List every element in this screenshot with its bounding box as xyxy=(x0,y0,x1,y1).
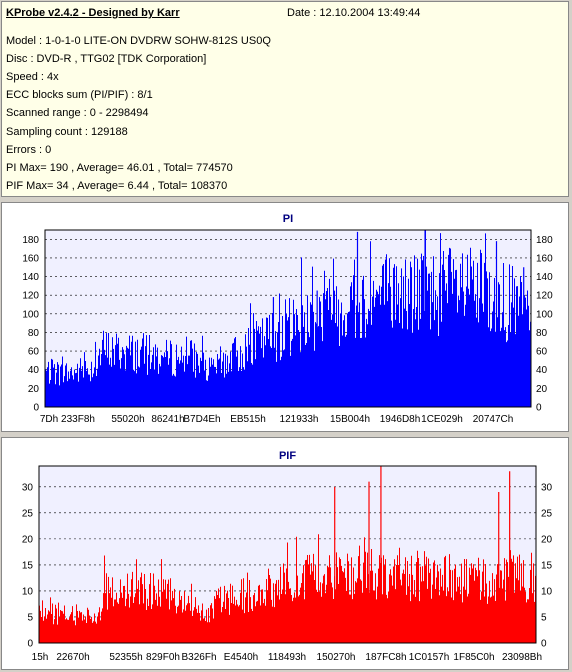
x-tick-label: B7D4Eh xyxy=(183,414,220,425)
x-tick-label: 86241h xyxy=(151,414,184,425)
x-tick-label: 7Dh xyxy=(40,414,58,425)
y-tick-label-right: 100 xyxy=(536,309,553,320)
x-tick-label: 150270h xyxy=(317,652,356,663)
y-tick-label-right: 120 xyxy=(536,291,553,302)
bars xyxy=(39,466,536,643)
y-tick-label: 100 xyxy=(22,309,39,320)
x-tick-label: 187FC8h xyxy=(365,652,406,663)
y-tick-label: 20 xyxy=(22,534,34,545)
pif-chart-panel: PIF 0 0 5 5 10 10 15 15 20 20 25 25 30 30 15h 22670h 5235… xyxy=(1,437,569,670)
info-line: Scanned range : 0 - 2298494 xyxy=(6,107,149,120)
y-tick-label-right: 20 xyxy=(536,384,548,395)
y-tick-label: 120 xyxy=(22,291,39,302)
y-tick-label-right: 20 xyxy=(541,534,553,545)
x-tick-label: 55020h xyxy=(111,414,144,425)
y-tick-label-right: 60 xyxy=(536,347,548,358)
x-tick-label: 829F0h xyxy=(146,652,180,663)
pi-chart: PI 0 0 20 20 40 40 60 60 80 80 100 100 120 120 140 140 16… xyxy=(22,213,553,425)
y-tick-label-right: 0 xyxy=(536,403,542,414)
x-tick-label: 1C0157h xyxy=(409,652,450,663)
y-tick-label: 15 xyxy=(22,560,34,571)
info-line: Errors : 0 xyxy=(6,143,52,156)
y-tick-label-right: 30 xyxy=(541,482,553,493)
plot-frame xyxy=(38,465,537,644)
y-tick-label: 0 xyxy=(33,403,39,414)
y-tick-label: 180 xyxy=(22,235,39,246)
y-tick-label-right: 10 xyxy=(541,586,553,597)
y-tick-label: 80 xyxy=(28,328,40,339)
y-tick-label-right: 140 xyxy=(536,272,553,283)
x-tick-label: 1946D8h xyxy=(380,414,421,425)
x-tick-label: 121933h xyxy=(280,414,319,425)
pi-chart-panel: PI 0 0 20 20 40 40 60 60 80 80 100 100 120 120 140 140 16… xyxy=(1,202,569,432)
y-tick-label-right: 5 xyxy=(541,612,547,623)
info-line: PIF Max= 34 , Average= 6.44 , Total= 108… xyxy=(6,179,228,192)
info-line: Speed : 4x xyxy=(6,71,59,84)
y-tick-label: 20 xyxy=(28,384,40,395)
y-tick-label: 60 xyxy=(28,347,40,358)
info-line: Model : 1-0-1-0 LITE-ON DVDRW SOHW-812S … xyxy=(6,35,271,47)
y-tick-label: 160 xyxy=(22,253,39,264)
x-tick-label: E4540h xyxy=(224,652,258,663)
x-tick-label: 1CE029h xyxy=(421,414,463,425)
pif-chart: PIF 0 0 5 5 10 10 15 15 20 20 25 25 30 30 15h 22670h 5235… xyxy=(22,450,553,663)
x-tick-label: 23098Bh xyxy=(502,652,542,663)
info-line: Sampling count : 129188 xyxy=(6,125,128,138)
y-tick-label: 5 xyxy=(27,612,33,623)
chart-title: PIF xyxy=(279,450,296,462)
info-line: Disc : DVD-R , TTG02 [TDK Corporation] xyxy=(6,53,207,66)
scan-date: Date : 12.10.2004 13:49:44 xyxy=(287,7,421,19)
y-tick-label-right: 0 xyxy=(541,639,547,650)
y-tick-label: 0 xyxy=(27,639,33,650)
y-tick-label: 30 xyxy=(22,482,34,493)
x-tick-label: 118493h xyxy=(268,652,306,663)
x-tick-label: 1F85C0h xyxy=(453,652,494,663)
chart-title: PI xyxy=(283,213,293,225)
x-tick-label: 233F8h xyxy=(61,414,95,425)
y-tick-label-right: 15 xyxy=(541,560,553,571)
info-line: PI Max= 190 , Average= 46.01 , Total= 77… xyxy=(6,161,233,174)
y-tick-label: 140 xyxy=(22,272,39,283)
x-tick-label: 52355h xyxy=(109,652,142,663)
y-tick-label: 25 xyxy=(22,508,34,519)
x-tick-label: 15h xyxy=(32,652,49,663)
y-tick-label-right: 25 xyxy=(541,508,553,519)
plot-frame xyxy=(44,229,532,408)
y-tick-label-right: 180 xyxy=(536,235,553,246)
y-tick-label-right: 160 xyxy=(536,253,553,264)
x-tick-label: 20747Ch xyxy=(473,414,514,425)
info-line: ECC blocks sum (PI/PIF) : 8/1 xyxy=(6,89,153,102)
app-title: KProbe v2.4.2 - Designed by Karr xyxy=(6,7,180,19)
y-tick-label-right: 80 xyxy=(536,328,548,339)
bars xyxy=(45,230,531,407)
x-tick-label: 15B004h xyxy=(330,414,370,425)
x-tick-label: EB515h xyxy=(230,414,266,425)
y-tick-label-right: 40 xyxy=(536,365,548,376)
info-panel: KProbe v2.4.2 - Designed by Karr Date : … xyxy=(1,1,569,197)
x-tick-label: 22670h xyxy=(56,652,89,663)
x-tick-label: B326Fh xyxy=(181,652,216,663)
y-tick-label: 40 xyxy=(28,365,40,376)
y-tick-label: 10 xyxy=(22,586,34,597)
